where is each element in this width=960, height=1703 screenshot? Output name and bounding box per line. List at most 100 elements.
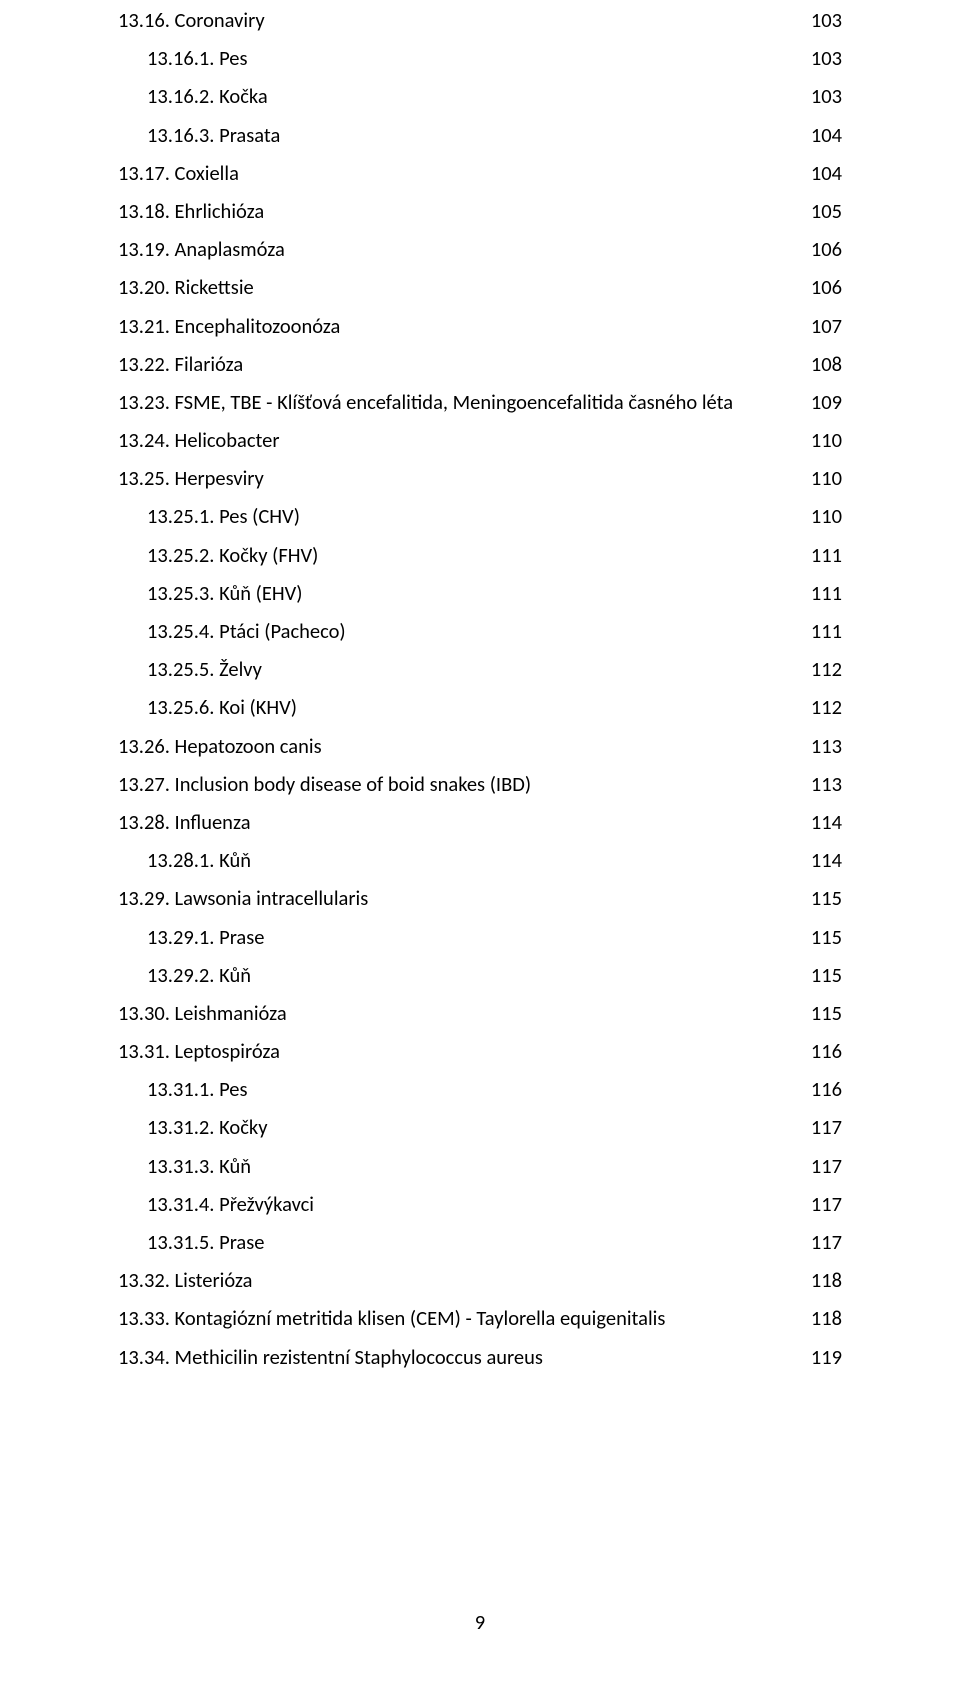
toc-entry-label: 13.31.1. Pes xyxy=(147,1079,248,1100)
toc-entry[interactable]: 13.29. Lawsonia intracellularis115 xyxy=(118,888,842,909)
toc-entry-label: 13.27. Inclusion body disease of boid sn… xyxy=(118,774,531,795)
toc-entry-page: 114 xyxy=(811,850,842,871)
toc-entry-page: 118 xyxy=(811,1308,842,1329)
toc-entry-page: 115 xyxy=(811,1003,842,1024)
toc-entry-label: 13.18. Ehrlichióza xyxy=(118,201,264,222)
toc-entry-page: 110 xyxy=(811,430,842,451)
toc-entry-label: 13.17. Coxiella xyxy=(118,163,239,184)
toc-entry[interactable]: 13.31.2. Kočky117 xyxy=(118,1117,842,1138)
toc-entry-label: 13.33. Kontagiózní metritida klisen (CEM… xyxy=(118,1308,665,1329)
toc-entry-label: 13.31. Leptospiróza xyxy=(118,1041,280,1062)
toc-entry[interactable]: 13.31.5. Prase 117 xyxy=(118,1232,842,1253)
toc-entry-page: 107 xyxy=(811,316,842,337)
toc-entry[interactable]: 13.31.3. Kůň 117 xyxy=(118,1156,842,1177)
toc-entry-page: 110 xyxy=(811,506,842,527)
toc-entry[interactable]: 13.25. Herpesviry 110 xyxy=(118,468,842,489)
toc-entry-page: 115 xyxy=(811,965,842,986)
toc-entry-page: 109 xyxy=(811,392,842,413)
toc-entry-page: 115 xyxy=(811,927,842,948)
toc-entry[interactable]: 13.18. Ehrlichióza 105 xyxy=(118,201,842,222)
toc-entry-page: 113 xyxy=(811,774,842,795)
toc-entry[interactable]: 13.34. Methicilin rezistentní Staphyloco… xyxy=(118,1347,842,1368)
toc-entry[interactable]: 13.25.6. Koi (KHV) 112 xyxy=(118,697,842,718)
toc-entry[interactable]: 13.30. Leishmanióza 115 xyxy=(118,1003,842,1024)
toc-entry[interactable]: 13.24. Helicobacter 110 xyxy=(118,430,842,451)
toc-entry-page: 113 xyxy=(811,736,842,757)
toc-entry-page: 111 xyxy=(811,621,842,642)
toc-entry[interactable]: 13.31.1. Pes 116 xyxy=(118,1079,842,1100)
toc-entry[interactable]: 13.25.5. Želvy 112 xyxy=(118,659,842,680)
toc-entry-page: 112 xyxy=(811,697,842,718)
toc-entry-page: 104 xyxy=(811,125,842,146)
toc-entry[interactable]: 13.16.3. Prasata104 xyxy=(118,125,842,146)
toc-entry-page: 117 xyxy=(811,1156,842,1177)
toc-entry-label: 13.25.4. Ptáci (Pacheco) xyxy=(147,621,346,642)
toc-entry-page: 117 xyxy=(811,1194,842,1215)
toc-entry-label: 13.16.1. Pes xyxy=(147,48,248,69)
toc-entry-label: 13.29.2. Kůň xyxy=(147,965,251,986)
toc-entry-page: 112 xyxy=(811,659,842,680)
toc-entry-page: 106 xyxy=(811,239,842,260)
toc-entry[interactable]: 13.31. Leptospiróza116 xyxy=(118,1041,842,1062)
toc-entry-page: 111 xyxy=(811,583,842,604)
toc-entry-label: 13.24. Helicobacter xyxy=(118,430,280,451)
toc-entry-page: 103 xyxy=(811,48,842,69)
toc-entry[interactable]: 13.28.1. Kůň114 xyxy=(118,850,842,871)
toc-entry[interactable]: 13.22. Filarióza 108 xyxy=(118,354,842,375)
toc-entry-label: 13.25. Herpesviry xyxy=(118,468,264,489)
toc-entry-label: 13.20. Rickettsie xyxy=(118,277,254,298)
toc-entry-page: 117 xyxy=(811,1117,842,1138)
toc-entry-label: 13.19. Anaplasmóza xyxy=(118,239,285,260)
toc-entry-label: 13.25.3. Kůň (EHV) xyxy=(147,583,302,604)
toc-entry[interactable]: 13.16.2. Kočka103 xyxy=(118,86,842,107)
toc-entry[interactable]: 13.29.2. Kůň 115 xyxy=(118,965,842,986)
toc-entry-label: 13.25.2. Kočky (FHV) xyxy=(147,545,318,566)
toc-entry-label: 13.31.3. Kůň xyxy=(147,1156,251,1177)
toc-entry[interactable]: 13.19. Anaplasmóza 106 xyxy=(118,239,842,260)
toc-entry[interactable]: 13.17. Coxiella 104 xyxy=(118,163,842,184)
toc-entry[interactable]: 13.25.4. Ptáci (Pacheco) 111 xyxy=(118,621,842,642)
toc-entry-page: 116 xyxy=(811,1079,842,1100)
toc-entry[interactable]: 13.25.2. Kočky (FHV) 111 xyxy=(118,545,842,566)
toc-entry[interactable]: 13.23. FSME, TBE - Klíšťová encefalitida… xyxy=(118,392,842,413)
toc-entry-page: 119 xyxy=(811,1347,842,1368)
toc-entry[interactable]: 13.26. Hepatozoon canis 113 xyxy=(118,736,842,757)
toc-entry-page: 117 xyxy=(811,1232,842,1253)
toc-entry-label: 13.25.5. Želvy xyxy=(147,659,262,680)
toc-entry-page: 111 xyxy=(811,545,842,566)
toc-entry-label: 13.30. Leishmanióza xyxy=(118,1003,287,1024)
toc-entry[interactable]: 13.16. Coronaviry103 xyxy=(118,10,842,31)
toc-entry-label: 13.31.5. Prase xyxy=(147,1232,264,1253)
toc-entry[interactable]: 13.16.1. Pes 103 xyxy=(118,48,842,69)
toc-entry-label: 13.25.6. Koi (KHV) xyxy=(147,697,297,718)
toc-entry-label: 13.31.4. Přežvýkavci xyxy=(147,1194,314,1215)
toc-entry-label: 13.32. Listerióza xyxy=(118,1270,252,1291)
toc-entry-page: 108 xyxy=(811,354,842,375)
toc-entry-page: 104 xyxy=(811,163,842,184)
toc-entry-label: 13.25.1. Pes (CHV) xyxy=(147,506,300,527)
toc-entry-page: 110 xyxy=(811,468,842,489)
toc-entry[interactable]: 13.25.3. Kůň (EHV) 111 xyxy=(118,583,842,604)
table-of-contents: 13.16. Coronaviry10313.16.1. Pes10313.16… xyxy=(118,10,842,1367)
toc-entry[interactable]: 13.21. Encephalitozoonóza 107 xyxy=(118,316,842,337)
page-number: 9 xyxy=(0,1609,960,1635)
toc-entry-page: 105 xyxy=(811,201,842,222)
toc-entry-label: 13.21. Encephalitozoonóza xyxy=(118,316,340,337)
toc-entry[interactable]: 13.27. Inclusion body disease of boid sn… xyxy=(118,774,842,795)
toc-entry[interactable]: 13.25.1. Pes (CHV) 110 xyxy=(118,506,842,527)
toc-entry-label: 13.29.1. Prase xyxy=(147,927,264,948)
toc-entry-label: 13.22. Filarióza xyxy=(118,354,243,375)
toc-entry[interactable]: 13.32. Listerióza118 xyxy=(118,1270,842,1291)
toc-entry-label: 13.16.2. Kočka xyxy=(147,86,268,107)
toc-entry[interactable]: 13.20. Rickettsie106 xyxy=(118,277,842,298)
toc-entry[interactable]: 13.31.4. Přežvýkavci 117 xyxy=(118,1194,842,1215)
toc-entry-page: 115 xyxy=(811,888,842,909)
toc-entry[interactable]: 13.28. Influenza114 xyxy=(118,812,842,833)
toc-entry[interactable]: 13.29.1. Prase 115 xyxy=(118,927,842,948)
toc-entry-label: 13.28. Influenza xyxy=(118,812,251,833)
toc-entry-label: 13.26. Hepatozoon canis xyxy=(118,736,322,757)
toc-entry[interactable]: 13.33. Kontagiózní metritida klisen (CEM… xyxy=(118,1308,842,1329)
toc-entry-label: 13.16. Coronaviry xyxy=(118,10,265,31)
toc-entry-label: 13.23. FSME, TBE - Klíšťová encefalitida… xyxy=(118,392,733,413)
toc-entry-label: 13.34. Methicilin rezistentní Staphyloco… xyxy=(118,1347,543,1368)
